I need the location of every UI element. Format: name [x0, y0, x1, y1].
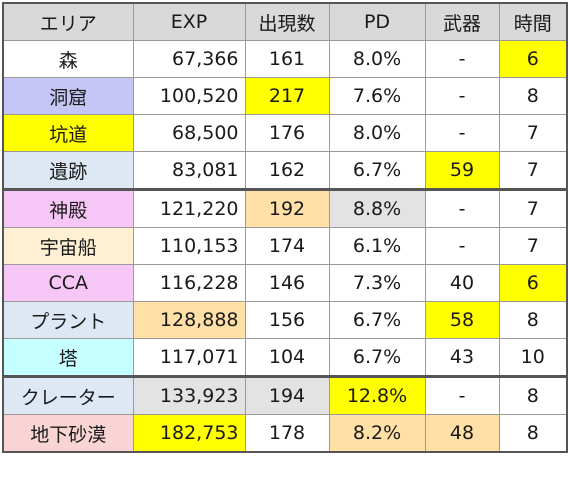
- cell-exp[interactable]: 133,923: [132, 375, 246, 415]
- cell-area[interactable]: 宇宙船: [2, 227, 134, 265]
- table-row: 森 67,366 161 8.0% -6: [2, 40, 568, 78]
- cell-exp[interactable]: 117,071: [132, 338, 246, 377]
- table-row: 坑道 68,500 176 8.0% -7: [2, 114, 568, 152]
- cell-time[interactable]: 7: [498, 114, 568, 152]
- cell-area[interactable]: 遺跡: [2, 151, 134, 190]
- cell-time[interactable]: 7: [498, 188, 568, 228]
- cell-pd[interactable]: 8.2%: [328, 414, 426, 453]
- area-stats-table: エリア EXP 出現数 PD 武器 時間 森 67,366 161 8.0% -6 洞窟 1…: [2, 2, 568, 453]
- cell-count[interactable]: 162: [244, 151, 330, 190]
- cell-area[interactable]: 洞窟: [2, 77, 134, 115]
- cell-time[interactable]: 7: [498, 227, 568, 265]
- header-row: エリア EXP 出現数 PD 武器 時間: [2, 2, 568, 41]
- cell-count[interactable]: 217: [244, 77, 330, 115]
- header-exp[interactable]: EXP: [132, 2, 246, 41]
- table-row: 神殿 121,220 192 8.8% -7: [2, 188, 568, 228]
- cell-exp[interactable]: 67,366: [132, 40, 246, 78]
- table-row: 遺跡 83,081 162 6.7% 59 7: [2, 151, 568, 190]
- cell-area[interactable]: プラント: [2, 301, 134, 339]
- cell-count[interactable]: 161: [244, 40, 330, 78]
- cell-area[interactable]: クレーター: [2, 375, 134, 415]
- cell-exp[interactable]: 110,153: [132, 227, 246, 265]
- cell-weapon[interactable]: 48: [424, 414, 500, 453]
- header-area[interactable]: エリア: [2, 2, 134, 41]
- cell-pd[interactable]: 12.8%: [328, 375, 426, 415]
- table-row: CCA 116,228 146 7.3% 40 6: [2, 264, 568, 302]
- cell-area[interactable]: 塔: [2, 338, 134, 377]
- cell-time[interactable]: 8: [498, 77, 568, 115]
- header-time[interactable]: 時間: [498, 2, 568, 41]
- cell-pd[interactable]: 8.8%: [328, 188, 426, 228]
- cell-count[interactable]: 192: [244, 188, 330, 228]
- table-row: プラント 128,888 156 6.7% 58 8: [2, 301, 568, 339]
- cell-time[interactable]: 8: [498, 301, 568, 339]
- cell-exp[interactable]: 182,753: [132, 414, 246, 453]
- cell-weapon[interactable]: 59: [424, 151, 500, 190]
- cell-count[interactable]: 174: [244, 227, 330, 265]
- cell-weapon[interactable]: -: [424, 40, 500, 78]
- cell-pd[interactable]: 6.7%: [328, 301, 426, 339]
- cell-count[interactable]: 194: [244, 375, 330, 415]
- cell-pd[interactable]: 7.6%: [328, 77, 426, 115]
- cell-pd[interactable]: 6.7%: [328, 151, 426, 190]
- cell-pd[interactable]: 8.0%: [328, 114, 426, 152]
- table-row: 地下砂漠 182,753 178 8.2% 48 8: [2, 414, 568, 453]
- cell-weapon[interactable]: -: [424, 114, 500, 152]
- cell-count[interactable]: 104: [244, 338, 330, 377]
- cell-exp[interactable]: 68,500: [132, 114, 246, 152]
- cell-exp[interactable]: 83,081: [132, 151, 246, 190]
- cell-pd[interactable]: 8.0%: [328, 40, 426, 78]
- table-row: 宇宙船 110,153 174 6.1% -7: [2, 227, 568, 265]
- cell-pd[interactable]: 7.3%: [328, 264, 426, 302]
- cell-area[interactable]: 坑道: [2, 114, 134, 152]
- header-pd[interactable]: PD: [328, 2, 426, 41]
- cell-weapon[interactable]: -: [424, 188, 500, 228]
- cell-time[interactable]: 7: [498, 151, 568, 190]
- header-weapon[interactable]: 武器: [424, 2, 500, 41]
- cell-count[interactable]: 178: [244, 414, 330, 453]
- cell-time[interactable]: 6: [498, 264, 568, 302]
- cell-area[interactable]: 神殿: [2, 188, 134, 228]
- cell-exp[interactable]: 116,228: [132, 264, 246, 302]
- cell-exp[interactable]: 100,520: [132, 77, 246, 115]
- cell-count[interactable]: 176: [244, 114, 330, 152]
- table-row: 塔 117,071 104 6.7% 43 10: [2, 338, 568, 377]
- cell-exp[interactable]: 128,888: [132, 301, 246, 339]
- cell-area[interactable]: CCA: [2, 264, 134, 302]
- cell-area[interactable]: 地下砂漠: [2, 414, 134, 453]
- header-count[interactable]: 出現数: [244, 2, 330, 41]
- table-body: 森 67,366 161 8.0% -6 洞窟 100,520 217 7.6% -8 坑道 68,5…: [2, 40, 568, 453]
- cell-time[interactable]: 10: [498, 338, 568, 377]
- cell-time[interactable]: 8: [498, 375, 568, 415]
- table-row: クレーター 133,923 194 12.8% -8: [2, 375, 568, 415]
- cell-pd[interactable]: 6.7%: [328, 338, 426, 377]
- table-row: 洞窟 100,520 217 7.6% -8: [2, 77, 568, 115]
- cell-area[interactable]: 森: [2, 40, 134, 78]
- cell-time[interactable]: 6: [498, 40, 568, 78]
- cell-count[interactable]: 146: [244, 264, 330, 302]
- cell-weapon[interactable]: 40: [424, 264, 500, 302]
- cell-count[interactable]: 156: [244, 301, 330, 339]
- cell-weapon[interactable]: -: [424, 375, 500, 415]
- cell-exp[interactable]: 121,220: [132, 188, 246, 228]
- cell-weapon[interactable]: 43: [424, 338, 500, 377]
- cell-time[interactable]: 8: [498, 414, 568, 453]
- cell-pd[interactable]: 6.1%: [328, 227, 426, 265]
- cell-weapon[interactable]: -: [424, 227, 500, 265]
- cell-weapon[interactable]: 58: [424, 301, 500, 339]
- cell-weapon[interactable]: -: [424, 77, 500, 115]
